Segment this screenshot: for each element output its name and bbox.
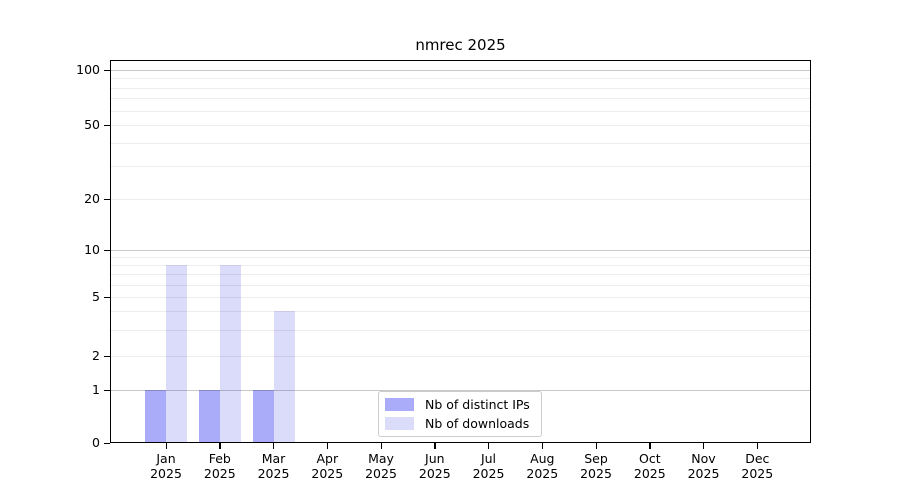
x-tick-label: Apr 2025: [311, 451, 344, 481]
chart-title: nmrec 2025: [415, 36, 506, 54]
bar-distinct-ips: [198, 390, 220, 443]
x-tick-label: Sep 2025: [580, 451, 612, 481]
gridline-minor: [110, 166, 811, 168]
gridline-major: [110, 390, 811, 391]
x-tick-mark: [541, 443, 544, 449]
legend-swatch-downloads: [385, 417, 414, 430]
x-tick-mark: [756, 443, 759, 449]
y-tick-mark: [104, 442, 110, 444]
y-tick-mark: [104, 198, 110, 200]
y-tick-mark: [104, 124, 110, 126]
gridline-minor: [110, 110, 811, 112]
x-tick-label: Oct 2025: [633, 451, 666, 481]
legend: Nb of distinct IPs Nb of downloads: [378, 391, 542, 437]
x-tick-mark: [649, 443, 651, 449]
plot-area: Nb of distinct IPs Nb of downloads 0 1 2 5 1…: [76, 60, 811, 481]
x-tick-label: Mar 2025: [257, 451, 290, 481]
y-tick-mark: [104, 355, 110, 357]
bar-distinct-ips: [252, 390, 274, 443]
x-tick-label: Feb 2025: [203, 451, 236, 481]
x-tick-mark: [380, 443, 382, 449]
x-tick-mark: [488, 443, 490, 449]
gridline-minor: [110, 311, 811, 313]
y-tick-mark: [104, 296, 110, 298]
x-tick-mark: [165, 443, 167, 449]
gridline-major: [110, 70, 811, 71]
bar-downloads: [166, 265, 187, 443]
x-tick-label: Dec 2025: [741, 451, 774, 481]
x-tick-mark: [219, 443, 221, 449]
y-tick-mark: [104, 69, 110, 71]
x-tick-mark: [434, 443, 436, 449]
legend-entry-downloads: Nb of downloads: [385, 416, 532, 431]
gridline-minor: [110, 329, 811, 331]
x-tick-mark: [703, 443, 705, 449]
bar-downloads: [219, 265, 241, 443]
x-tick-mark: [273, 443, 275, 449]
x-tick-label: Aug 2025: [526, 451, 559, 481]
gridline-minor: [110, 78, 811, 80]
legend-label-downloads: Nb of downloads: [425, 416, 530, 431]
legend-entry-distinct-ips: Nb of distinct IPs: [385, 397, 532, 412]
y-tick-mark: [104, 249, 110, 251]
gridline-minor: [110, 98, 811, 100]
y-tick-label: 2: [92, 348, 100, 363]
gridline-minor: [110, 284, 811, 286]
bar-downloads: [273, 311, 295, 443]
y-tick-label: 100: [76, 62, 100, 77]
y-tick-label: 10: [84, 242, 100, 257]
x-tick-mark: [326, 443, 329, 449]
x-tick-label: May 2025: [365, 451, 397, 481]
y-tick-label: 1: [92, 382, 100, 397]
gridline-major: [110, 250, 811, 251]
gridline-minor: [110, 297, 811, 298]
legend-swatch-distinct-ips: [385, 398, 414, 411]
y-tick-mark: [104, 389, 110, 391]
y-tick-label: 20: [84, 191, 100, 206]
gridline-minor: [110, 143, 811, 144]
gridline-minor: [110, 257, 811, 259]
gridline-minor: [110, 274, 811, 276]
gridline-minor: [110, 199, 811, 200]
legend-label-distinct-ips: Nb of distinct IPs: [425, 397, 530, 412]
gridline-minor: [110, 356, 811, 357]
x-tick-mark: [595, 443, 597, 449]
x-tick-label: Jan 2025: [150, 451, 182, 481]
y-tick-label: 0: [92, 435, 100, 450]
x-tick-label: Nov 2025: [687, 451, 720, 481]
y-tick-label: 50: [84, 117, 100, 132]
x-tick-label: Jun 2025: [418, 451, 451, 481]
x-tick-label: Jul 2025: [472, 451, 505, 481]
y-tick-label: 5: [92, 289, 100, 304]
gridline-minor: [110, 265, 811, 267]
gridline-minor: [110, 87, 811, 89]
gridline-minor: [110, 125, 811, 126]
bar-distinct-ips: [145, 390, 166, 443]
plot-border: [110, 60, 811, 443]
